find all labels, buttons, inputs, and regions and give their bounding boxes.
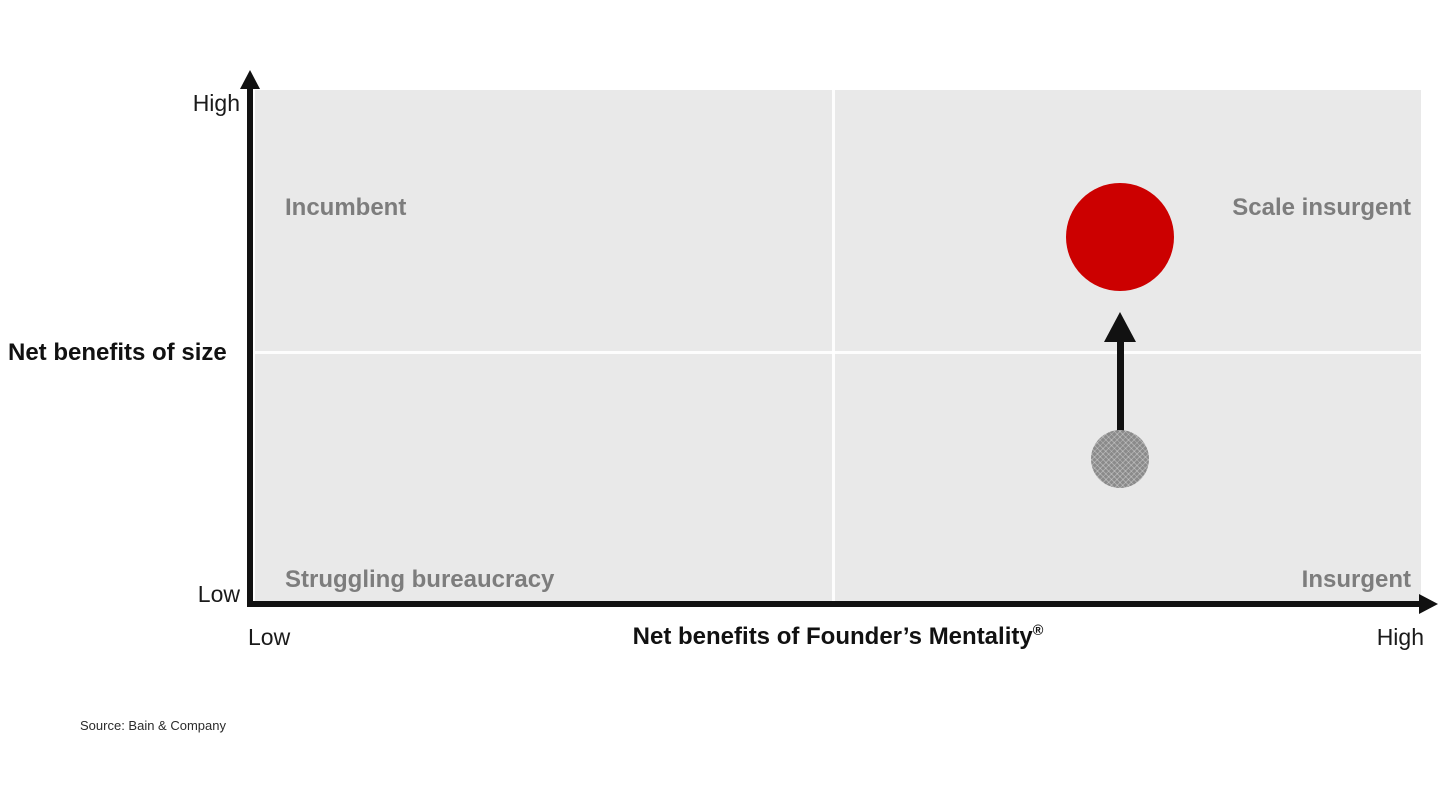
vertical-midline-gridline [832,90,835,605]
quadrant-label-incumbent: Incumbent [285,194,407,221]
horizontal-midline-gridline [255,351,1421,354]
y-axis-tick-low: Low [197,581,240,607]
y-axis-tick-high: High [192,90,240,116]
x-axis-line [247,601,1421,607]
x-axis-tick-high: High [1376,624,1424,650]
y-axis-arrowhead-icon [240,70,260,89]
x-axis-title: Net benefits of Founder’s Mentality® [255,623,1421,651]
y-axis-line [247,86,253,606]
x-axis-arrowhead-icon [1419,594,1438,614]
transition-arrow-head-icon [1104,312,1136,342]
source-note: Source: Bain & Company [80,718,226,733]
x-axis-title-text: Net benefits of Founder’s Mentality [632,623,1033,650]
x-axis-tick-low: Low [248,624,291,650]
data-point-insurgent-gray-dot [1091,430,1149,488]
plot-area: Incumbent Scale insurgent Struggling bur… [255,90,1421,605]
y-axis-title: Net benefits of size [8,339,227,366]
registered-trademark-symbol: ® [1032,623,1044,639]
data-point-scale-insurgent-red-dot [1066,183,1174,291]
quadrant-label-struggling-bureaucracy: Struggling bureaucracy [285,566,555,593]
quadrant-label-scale-insurgent: Scale insurgent [1232,194,1411,221]
transition-arrow-shaft [1117,340,1124,432]
quadrant-label-insurgent: Insurgent [1301,566,1411,593]
